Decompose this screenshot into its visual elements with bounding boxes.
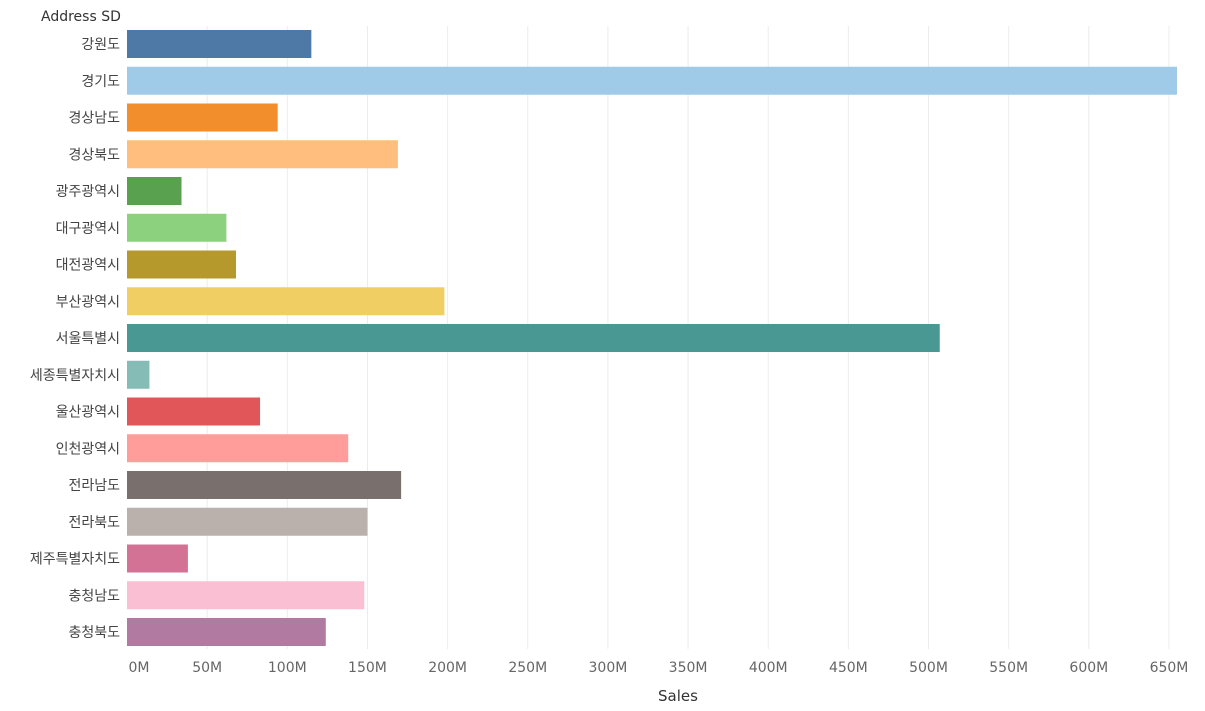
x-tick-label-200: 200M <box>428 660 467 676</box>
bar-6[interactable] <box>127 250 237 279</box>
category-label-3: 경상북도 <box>68 147 120 163</box>
category-label-13: 전라북도 <box>68 515 120 531</box>
x-axis-title: Sales <box>658 687 698 705</box>
x-tick-label-250: 250M <box>508 660 547 676</box>
category-label-12: 전라남도 <box>68 478 120 494</box>
x-tick-label-600: 600M <box>1069 660 1108 676</box>
x-tick-label-650: 650M <box>1150 660 1189 676</box>
category-labels: 강원도경기도경상남도경상북도광주광역시대구광역시대전광역시부산광역시서울특별시세… <box>30 37 120 641</box>
category-label-1: 경기도 <box>81 74 120 90</box>
bar-4[interactable] <box>127 177 182 205</box>
category-label-4: 광주광역시 <box>56 184 120 200</box>
bars <box>127 30 1177 646</box>
bar-15[interactable] <box>127 581 365 610</box>
bar-5[interactable] <box>127 213 227 242</box>
category-label-2: 경상남도 <box>68 111 120 127</box>
category-label-15: 충청남도 <box>68 588 120 604</box>
bar-14[interactable] <box>127 544 188 573</box>
x-tick-label-0: 0M <box>129 660 150 676</box>
x-tick-label-50: 50M <box>192 660 222 676</box>
category-label-16: 충청북도 <box>68 625 120 641</box>
bar-12[interactable] <box>127 471 402 499</box>
bar-10[interactable] <box>127 397 261 426</box>
category-label-5: 대구광역시 <box>56 221 120 237</box>
bar-2[interactable] <box>127 103 278 132</box>
x-tick-label-300: 300M <box>589 660 628 676</box>
row-header-label: Address SD <box>41 9 121 25</box>
category-label-10: 울산광역시 <box>56 405 120 421</box>
category-label-6: 대전광역시 <box>56 258 120 274</box>
x-tick-label-150: 150M <box>348 660 387 676</box>
x-tick-label-400: 400M <box>749 660 788 676</box>
bar-11[interactable] <box>127 434 349 463</box>
bar-13[interactable] <box>127 507 368 536</box>
category-label-8: 서울특별시 <box>56 331 120 347</box>
bar-1[interactable] <box>127 66 1177 95</box>
bar-0[interactable] <box>127 30 312 58</box>
category-label-11: 인천광역시 <box>56 441 120 457</box>
x-tick-label-500: 500M <box>909 660 948 676</box>
bar-3[interactable] <box>127 140 398 169</box>
bar-16[interactable] <box>127 618 326 646</box>
category-label-0: 강원도 <box>81 37 120 53</box>
x-tick-label-450: 450M <box>829 660 868 676</box>
x-tick-label-550: 550M <box>989 660 1028 676</box>
x-tick-label-350: 350M <box>669 660 708 676</box>
bar-7[interactable] <box>127 287 445 316</box>
x-tick-label-100: 100M <box>268 660 307 676</box>
category-label-14: 제주특별자치도 <box>30 552 120 568</box>
category-label-9: 세종특별자치시 <box>30 368 120 384</box>
category-label-7: 부산광역시 <box>56 294 120 310</box>
bar-9[interactable] <box>127 360 150 389</box>
x-axis-tick-labels: 0M 50M 100M 150M 200M 250M 300M 350M 400M 450M 500… <box>129 660 1189 676</box>
bar-8[interactable] <box>127 324 940 352</box>
